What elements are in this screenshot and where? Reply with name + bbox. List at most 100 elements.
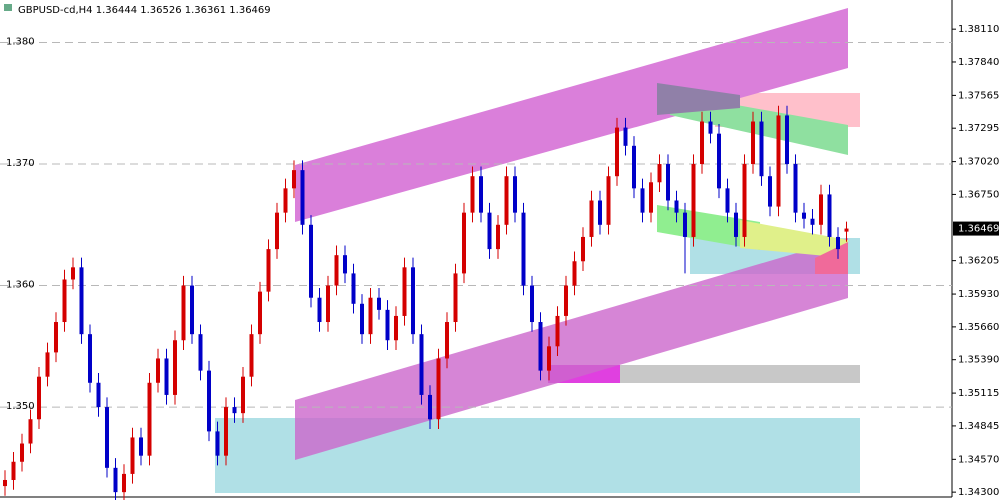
candle-body bbox=[768, 176, 772, 207]
candle-body bbox=[215, 431, 220, 456]
y2-tick-label: 1.35930 bbox=[958, 289, 999, 300]
y2-tick-label: 1.37295 bbox=[958, 123, 999, 134]
candle-body bbox=[623, 127, 628, 146]
candle-body bbox=[224, 407, 228, 456]
candle-body bbox=[258, 291, 262, 335]
candle-body bbox=[564, 285, 568, 316]
channel bbox=[295, 8, 848, 222]
candle-body bbox=[632, 145, 636, 189]
last-price-label: 1.36469 bbox=[958, 224, 999, 235]
candle-body bbox=[232, 407, 237, 414]
candle-body bbox=[96, 382, 101, 408]
candle-body bbox=[649, 182, 653, 213]
candle-body bbox=[759, 121, 764, 177]
candle-body bbox=[589, 200, 594, 237]
candle-body bbox=[3, 479, 7, 487]
candle-body bbox=[572, 261, 577, 286]
candle-body bbox=[657, 164, 662, 183]
candle-body bbox=[776, 115, 781, 207]
candle-body bbox=[691, 164, 696, 237]
candle-body bbox=[810, 218, 815, 225]
candle-body bbox=[785, 115, 789, 165]
symbol-icon bbox=[4, 4, 12, 11]
candle-body bbox=[130, 437, 135, 474]
y-tick-label: 1.360 bbox=[6, 280, 35, 291]
channel bbox=[740, 220, 848, 258]
y-tick-label: 1.370 bbox=[6, 158, 35, 169]
candle-body bbox=[147, 382, 152, 456]
candle-body bbox=[377, 297, 381, 310]
candle-body bbox=[343, 255, 347, 274]
candle-body bbox=[351, 273, 356, 304]
candle-body bbox=[62, 279, 67, 323]
candle-body bbox=[326, 285, 330, 323]
candle-body bbox=[742, 164, 747, 237]
candle-body bbox=[487, 212, 492, 250]
candle-body bbox=[606, 176, 611, 225]
y2-tick-label: 1.36750 bbox=[958, 189, 999, 200]
y2-tick-label: 1.35390 bbox=[958, 355, 999, 366]
candle-body bbox=[717, 133, 721, 189]
candle-body bbox=[504, 176, 509, 225]
candle-body bbox=[122, 473, 126, 493]
candle-body bbox=[283, 188, 288, 213]
candle-body bbox=[156, 358, 160, 383]
candle-body bbox=[249, 334, 254, 377]
channel bbox=[657, 205, 760, 250]
candle-body bbox=[547, 346, 551, 371]
candle-body bbox=[844, 228, 849, 232]
candle-body bbox=[555, 315, 560, 347]
candle-body bbox=[28, 419, 33, 444]
zone-rect bbox=[548, 365, 860, 383]
candle-body bbox=[334, 255, 339, 286]
candle-body bbox=[45, 352, 50, 377]
last-price-marker bbox=[953, 221, 999, 236]
candle-body bbox=[88, 334, 92, 383]
candle-body bbox=[793, 164, 798, 213]
candle-body bbox=[479, 176, 483, 213]
candle-body bbox=[37, 376, 41, 420]
y2-tick-label: 1.35115 bbox=[958, 388, 999, 399]
candle-body bbox=[139, 437, 143, 456]
candle-body bbox=[470, 176, 475, 213]
candle-body bbox=[708, 121, 713, 134]
y2-tick-label: 1.34845 bbox=[958, 421, 999, 432]
candle-body bbox=[751, 121, 755, 165]
candle-body bbox=[598, 200, 602, 225]
chart-title: GBPUSD-cd,H4 1.36444 1.36526 1.36361 1.3… bbox=[18, 5, 271, 16]
candle-body bbox=[20, 443, 24, 462]
candle-body bbox=[368, 297, 373, 335]
candle-body bbox=[300, 170, 305, 225]
candle-body bbox=[836, 236, 840, 250]
candle-body bbox=[275, 212, 279, 250]
candle-body bbox=[54, 322, 58, 353]
channel bbox=[295, 238, 848, 460]
candle-body bbox=[538, 322, 543, 371]
y2-tick-label: 1.37020 bbox=[958, 157, 999, 168]
candle-body bbox=[402, 267, 407, 316]
candle-body bbox=[360, 303, 364, 335]
candle-body bbox=[530, 285, 534, 323]
candle-body bbox=[411, 267, 415, 335]
candle-body bbox=[241, 376, 245, 414]
y2-tick-label: 1.34300 bbox=[958, 487, 999, 498]
candle-body bbox=[819, 194, 823, 225]
candle-body bbox=[725, 188, 730, 213]
drawings bbox=[215, 8, 860, 493]
candle-body bbox=[173, 340, 177, 395]
candle-body bbox=[105, 407, 109, 468]
candle-body bbox=[827, 194, 832, 237]
candle-body bbox=[164, 358, 169, 395]
candle-body bbox=[802, 212, 806, 219]
y2-tick-label: 1.37840 bbox=[958, 57, 999, 68]
candle-body bbox=[453, 273, 458, 323]
candle-body bbox=[581, 236, 585, 262]
candle-body bbox=[428, 394, 432, 420]
y2-tick-label: 1.38110 bbox=[958, 24, 999, 35]
y2-tick-label: 1.34570 bbox=[958, 454, 999, 465]
channel bbox=[815, 242, 848, 274]
candle-body bbox=[266, 249, 271, 292]
candle-body bbox=[207, 370, 211, 432]
candle-body bbox=[385, 309, 390, 341]
